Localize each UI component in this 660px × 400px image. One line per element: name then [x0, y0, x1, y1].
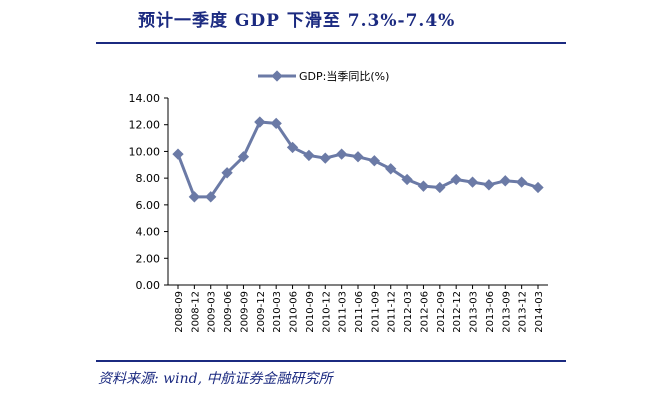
x-tick-label: 2012-09: [436, 291, 447, 333]
x-tick-label: 2011-06: [354, 291, 365, 333]
data-point: [335, 148, 348, 160]
data-point: [303, 149, 315, 162]
data-point: [401, 173, 413, 186]
x-tick-label: 2012-03: [403, 291, 414, 333]
x-tick-label: 2013-09: [501, 291, 512, 333]
y-tick-label: 10.00: [129, 145, 161, 158]
data-point: [450, 173, 462, 186]
data-point: [319, 152, 331, 164]
y-tick-label: 12.00: [129, 119, 161, 132]
x-tick-label: 2013-12: [518, 291, 529, 333]
x-tick-label: 2010-12: [321, 291, 332, 333]
x-tick-label: 2013-03: [469, 291, 480, 333]
x-tick-label: 2011-12: [387, 291, 398, 333]
legend-diamond-marker: [271, 70, 283, 82]
data-point: [172, 148, 184, 160]
page-title: 预计一季度 GDP 下滑至 7.3%-7.4%: [138, 11, 456, 31]
chart-plot-area: [172, 116, 544, 203]
data-point: [286, 141, 299, 154]
data-point: [221, 167, 233, 179]
data-point: [515, 176, 528, 188]
x-tick-label: 2008-12: [190, 291, 201, 333]
x-tick-label: 2009-03: [207, 291, 218, 333]
x-tick-label: 2010-03: [272, 291, 283, 333]
y-tick-label: 2.00: [136, 252, 161, 265]
x-tick-label: 2010-06: [289, 291, 300, 333]
source-note: 资料来源: wind, 中航证券金融研究所: [98, 371, 333, 387]
x-tick-label: 2010-09: [305, 291, 316, 333]
x-tick-label: 2013-06: [485, 291, 496, 333]
data-point: [532, 181, 544, 194]
data-point: [352, 151, 364, 163]
legend-label: GDP:当季同比(%): [299, 69, 389, 83]
x-tick-label: 2011-09: [370, 291, 381, 333]
data-point: [466, 176, 479, 188]
x-tick-label: 2012-06: [419, 291, 430, 333]
x-tick-label: 2011-03: [338, 291, 349, 333]
data-point: [499, 175, 511, 187]
data-point: [205, 191, 217, 203]
x-tick-label: 2014-03: [534, 291, 545, 333]
data-point: [385, 163, 397, 175]
y-tick-label: 8.00: [136, 172, 161, 185]
data-point: [483, 179, 495, 191]
data-point: [434, 181, 446, 194]
title-divider: [96, 42, 566, 44]
y-tick-label: 4.00: [136, 226, 161, 239]
data-point: [417, 180, 430, 192]
x-tick-label: 2009-06: [223, 291, 234, 333]
data-point: [237, 151, 250, 163]
x-tick-label: 2009-09: [239, 291, 250, 333]
x-tick-label: 2012-12: [452, 291, 463, 333]
chart-legend: GDP:当季同比(%): [258, 69, 389, 83]
x-tick-label: 2008-09: [174, 291, 185, 333]
x-tick-label: 2009-12: [256, 291, 267, 333]
y-tick-label: 14.00: [129, 92, 161, 105]
data-point: [188, 191, 201, 203]
source-divider: [96, 360, 566, 362]
chart-axes: 14.00 12.00 10.00 8.00 6.00 4.00 2.00 0.00 2008-…: [129, 92, 548, 333]
data-point: [368, 155, 381, 167]
y-tick-label: 6.00: [136, 199, 161, 212]
data-point: [254, 116, 266, 128]
y-tick-label: 0.00: [136, 279, 161, 292]
